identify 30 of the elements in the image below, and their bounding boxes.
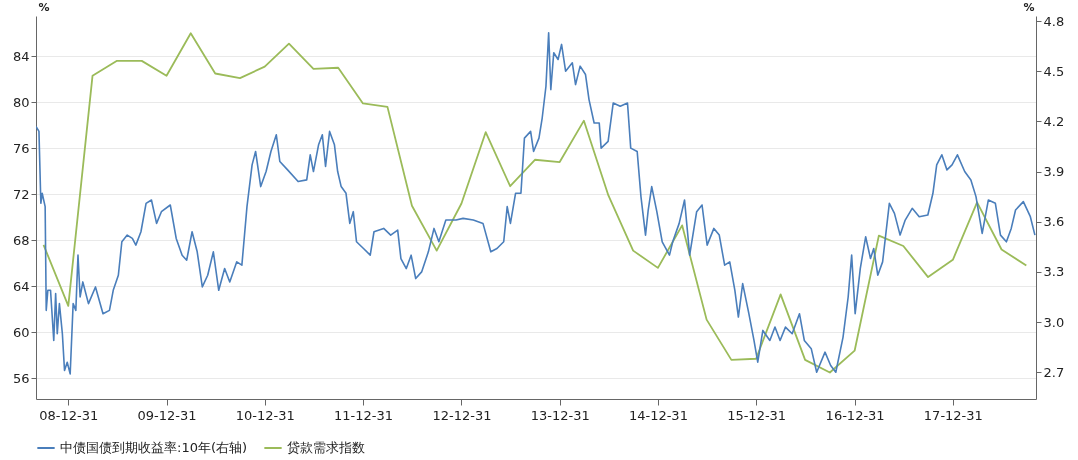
x-tick-label: 09-12-31 [137, 407, 197, 423]
y2-axis-title: % [1023, 0, 1035, 14]
x-tick-label: 17-12-31 [923, 407, 983, 423]
legend-label: 贷款需求指数 [287, 440, 365, 455]
y2-tick-label: 3.9 [1043, 164, 1065, 180]
x-tick-label: 14-12-31 [628, 407, 688, 423]
x-tick-label: 16-12-31 [825, 407, 885, 423]
y-tick-label: 60 [12, 324, 30, 340]
y-tick-label: 84 [12, 48, 30, 64]
y2-tick-label: 3.3 [1043, 264, 1065, 280]
x-tick-label: 13-12-31 [530, 407, 590, 423]
y-tick-label: 80 [12, 94, 30, 110]
legend-label: 中债国债到期收益率:10年(右轴) [60, 440, 248, 455]
x-tick-label: 11-12-31 [333, 407, 393, 423]
y2-tick-label: 4.2 [1043, 113, 1065, 129]
x-tick-label: 08-12-31 [39, 407, 99, 423]
x-tick-label: 10-12-31 [235, 407, 295, 423]
y-tick-label: 56 [12, 370, 30, 386]
y2-tick-label: 2.7 [1043, 364, 1065, 380]
y2-tick-label: 3.0 [1043, 314, 1065, 330]
x-tick-label: 12-12-31 [432, 407, 492, 423]
y-tick-label: 72 [12, 186, 30, 202]
y-tick-label: 68 [12, 232, 30, 248]
y2-tick-label: 3.6 [1043, 214, 1065, 230]
y-axis-title: % [38, 0, 50, 14]
y2-tick-label: 4.5 [1043, 63, 1065, 79]
x-tick-label: 15-12-31 [727, 407, 787, 423]
y-tick-label: 76 [12, 140, 30, 156]
y-tick-label: 64 [12, 278, 30, 294]
y2-tick-label: 4.8 [1043, 13, 1065, 29]
